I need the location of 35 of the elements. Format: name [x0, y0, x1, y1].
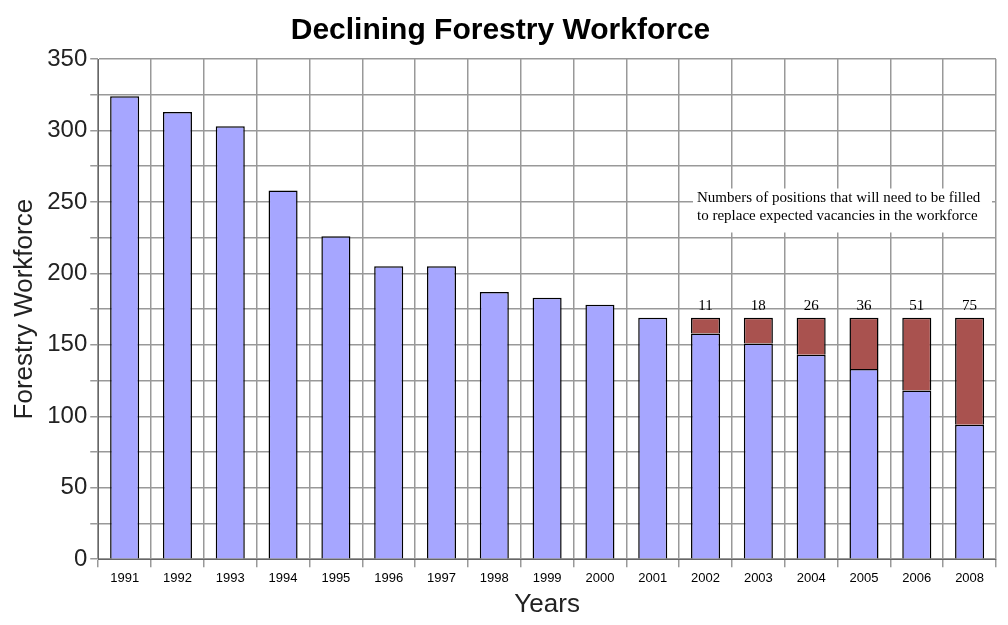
data-label: 18 [750, 297, 766, 314]
y-tick-label: 150 [47, 329, 88, 357]
x-tick-label: 2000 [585, 569, 615, 585]
y-tick-label: 200 [47, 258, 88, 285]
y-axis-title: Forestry Workforce [7, 198, 38, 420]
x-tick-label: 1997 [427, 569, 456, 585]
x-tick-label: 1995 [321, 569, 351, 585]
annotation: Numbers of positions that will need to be filled to replace expected vacancies in the workforce [697, 188, 981, 223]
y-tick-label: 350 [47, 43, 88, 71]
chart-title: Declining Forestry Workforce [290, 12, 711, 46]
y-tick-label: 50 [60, 472, 88, 500]
y-tick-label: 100 [47, 400, 88, 428]
x-tick-label: 2002 [691, 569, 721, 585]
x-tick-label: 2005 [849, 569, 879, 585]
x-tick-label: 2008 [955, 569, 985, 585]
x-tick-label: 1999 [532, 569, 562, 585]
data-label: 11 [698, 297, 713, 314]
data-label: 36 [856, 297, 872, 314]
x-tick-label: 1993 [215, 569, 245, 585]
x-tick-label: 2001 [638, 569, 668, 585]
data-label: 75 [962, 297, 978, 314]
x-tick-label: 1998 [479, 569, 509, 585]
data-label: 26 [803, 297, 820, 314]
x-tick-label: 2006 [902, 569, 932, 585]
y-tick-label: 300 [47, 115, 88, 143]
x-tick-label: 2003 [743, 569, 773, 585]
y-tick-label: 250 [47, 186, 88, 214]
x-tick-label: 1992 [163, 569, 192, 585]
data-label: 51 [909, 297, 925, 314]
y-tick-label: 0 [73, 543, 88, 571]
x-tick-label: 1994 [268, 569, 298, 585]
x-tick-label: 1991 [110, 569, 140, 585]
x-axis-title: Years [514, 587, 580, 618]
x-tick-label: 1996 [374, 569, 404, 585]
x-tick-label: 2004 [796, 569, 826, 585]
